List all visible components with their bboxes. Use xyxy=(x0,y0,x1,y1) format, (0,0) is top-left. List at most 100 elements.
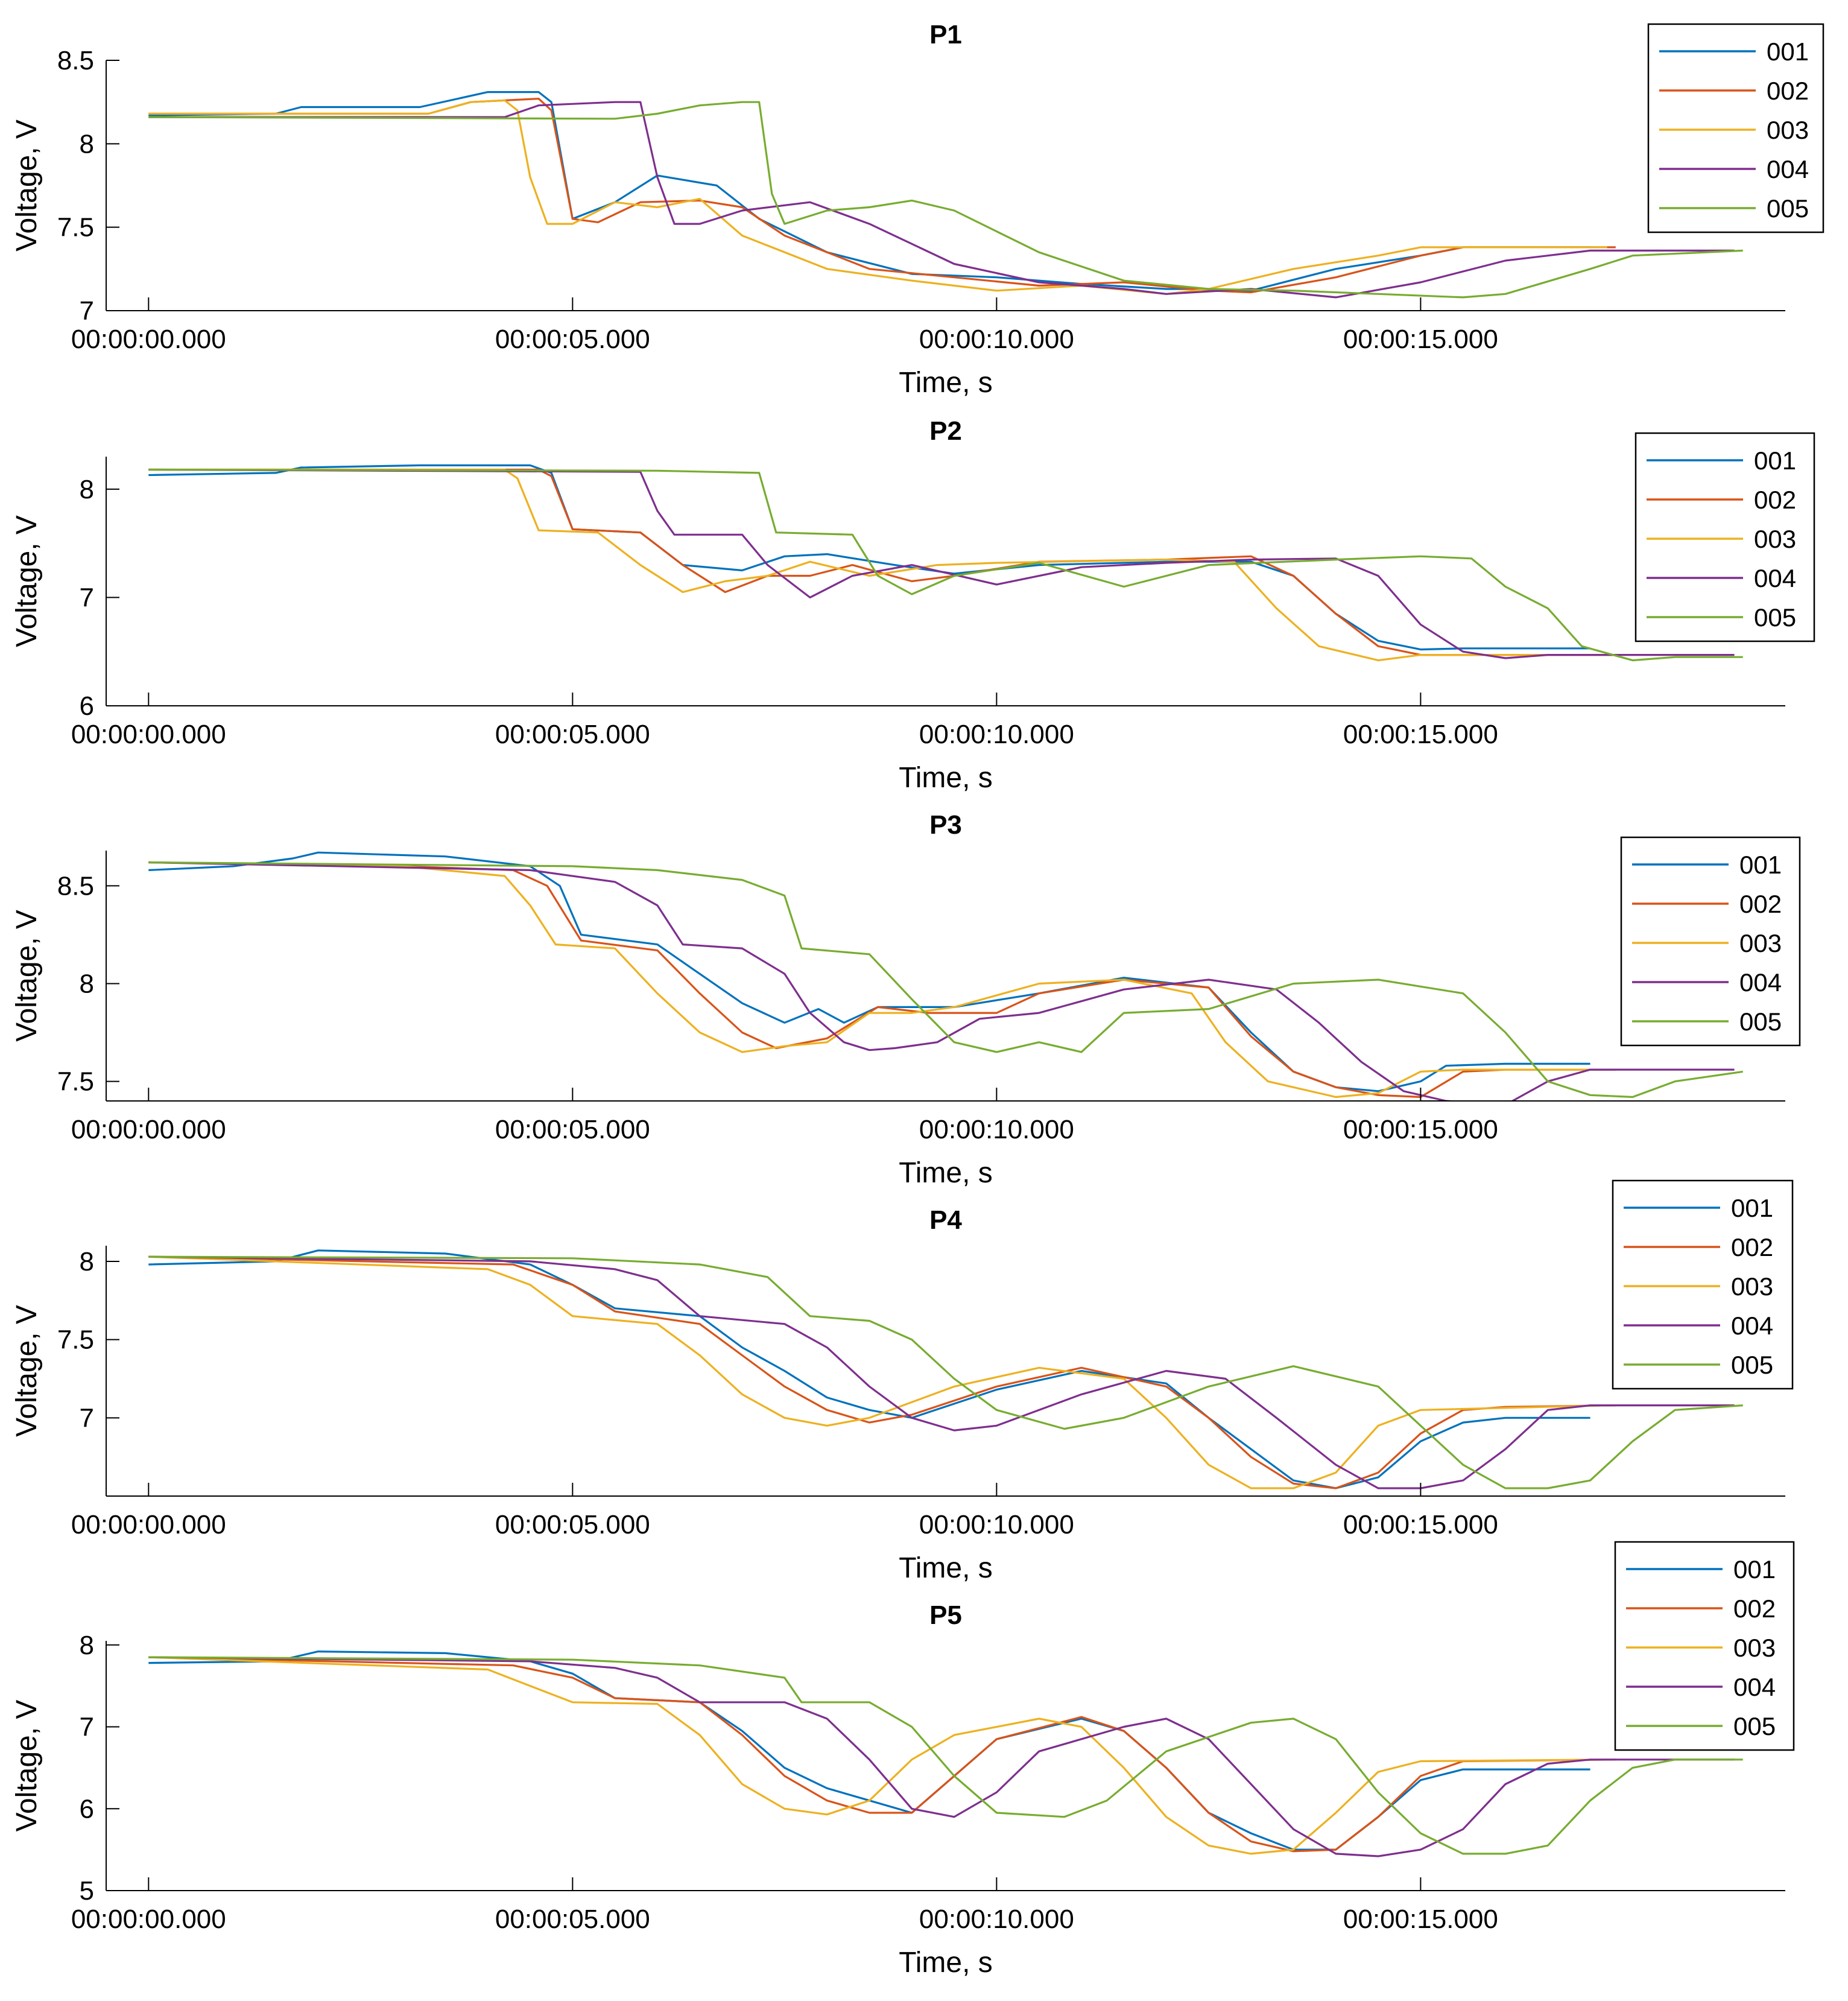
legend-label-004: 004 xyxy=(1767,155,1809,183)
series-line-001 xyxy=(148,851,1590,1092)
series-line-004 xyxy=(148,1255,1735,1489)
y-tick-label: 8.5 xyxy=(57,46,94,75)
x-tick-label: 00:00:05.000 xyxy=(495,720,650,749)
chart-panel-p1: P1 00:00:00.000 00:00:05.000 00:00:10.000 00… xyxy=(11,20,1824,399)
chart-title: P1 xyxy=(929,20,962,49)
x-tick-label: 00:00:00.000 xyxy=(71,1510,226,1540)
legend-label-005: 005 xyxy=(1733,1712,1776,1740)
chart-title: P2 xyxy=(929,416,962,446)
legend-label-003: 003 xyxy=(1767,116,1809,144)
x-tick-label: 00:00:00.000 xyxy=(71,1904,226,1934)
x-tick-label: 00:00:05.000 xyxy=(495,325,650,354)
series-line-004 xyxy=(148,468,1735,659)
x-tick-label: 00:00:00.000 xyxy=(71,720,226,749)
chart-title: P4 xyxy=(929,1205,962,1235)
series-line-005 xyxy=(148,1255,1743,1489)
series-lines xyxy=(148,1249,1743,1489)
series-line-003 xyxy=(148,1656,1607,1855)
series-line-005 xyxy=(148,1656,1743,1855)
x-tick-label: 00:00:10.000 xyxy=(919,1115,1074,1144)
y-axis-label: Voltage, V xyxy=(11,119,43,252)
legend-label-001: 001 xyxy=(1754,446,1796,475)
legend-label-004: 004 xyxy=(1731,1311,1773,1340)
legend-label-002: 002 xyxy=(1754,486,1796,514)
y-tick-label: 7 xyxy=(80,1713,94,1742)
x-tick-label: 00:00:00.000 xyxy=(71,325,226,354)
legend-label-001: 001 xyxy=(1733,1555,1776,1584)
legend-label-005: 005 xyxy=(1754,603,1796,632)
legend-box xyxy=(1612,1179,1794,1390)
series-lines xyxy=(148,851,1743,1101)
legend-label-001: 001 xyxy=(1739,851,1782,879)
chart-panel-p4: P4 00:00:00.000 00:00:05.000 00:00:10.000 00… xyxy=(11,1179,1794,1584)
x-axis-label: Time, s xyxy=(899,367,993,399)
x-tick-label: 00:00:15.000 xyxy=(1343,1904,1498,1934)
series-line-002 xyxy=(148,1255,1616,1489)
legend-label-004: 004 xyxy=(1754,564,1796,592)
series-lines xyxy=(148,464,1743,662)
series-line-004 xyxy=(148,1656,1735,1857)
y-axis-label: Voltage, V xyxy=(11,910,43,1042)
legend-box xyxy=(1620,836,1801,1047)
y-axis-label: Voltage, V xyxy=(11,1700,43,1832)
legend-label-003: 003 xyxy=(1754,525,1796,553)
chart-panel-p3: P3 00:00:00.000 00:00:05.000 00:00:10.000 00… xyxy=(11,810,1801,1189)
x-tick-label: 00:00:00.000 xyxy=(71,1115,226,1144)
chart-title: P3 xyxy=(929,810,962,840)
series-line-005 xyxy=(148,101,1743,299)
x-tick-label: 00:00:05.000 xyxy=(495,1510,650,1540)
series-line-002 xyxy=(148,98,1616,294)
y-tick-label: 7 xyxy=(80,1403,94,1433)
series-line-001 xyxy=(148,464,1590,651)
series-line-002 xyxy=(148,1656,1616,1853)
legend-label-004: 004 xyxy=(1733,1673,1776,1701)
y-tick-label: 7.5 xyxy=(57,1325,94,1355)
x-tick-label: 00:00:05.000 xyxy=(495,1904,650,1934)
y-tick-label: 8 xyxy=(80,1247,94,1276)
y-tick-label: 8 xyxy=(80,969,94,998)
x-axis-label: Time, s xyxy=(899,762,993,794)
series-line-002 xyxy=(148,861,1616,1099)
legend-label-001: 001 xyxy=(1731,1194,1773,1222)
series-line-004 xyxy=(148,861,1735,1101)
series-line-001 xyxy=(148,1249,1590,1489)
series-lines xyxy=(148,1651,1743,1857)
legend-box xyxy=(1647,23,1824,233)
legend-label-005: 005 xyxy=(1767,194,1809,223)
series-line-003 xyxy=(148,468,1607,662)
y-tick-label: 7 xyxy=(80,583,94,612)
series-lines xyxy=(148,91,1743,299)
y-tick-label: 6 xyxy=(80,691,94,721)
legend: 001 002 003 004 005 xyxy=(1612,1179,1794,1390)
x-tick-label: 00:00:15.000 xyxy=(1343,1115,1498,1144)
y-tick-label: 7 xyxy=(80,296,94,326)
chart-panel-p5: P5 00:00:00.000 00:00:05.000 00:00:10.000 00… xyxy=(11,1541,1795,1979)
legend-box xyxy=(1634,432,1815,642)
y-tick-label: 8 xyxy=(80,129,94,159)
legend-label-002: 002 xyxy=(1733,1594,1776,1623)
y-tick-label: 8 xyxy=(80,475,94,504)
legend-label-003: 003 xyxy=(1739,929,1782,957)
y-tick-label: 7.5 xyxy=(57,213,94,243)
x-axis-label: Time, s xyxy=(899,1947,993,1979)
legend-label-002: 002 xyxy=(1739,890,1782,918)
y-axis-label: Voltage, V xyxy=(11,515,43,647)
x-tick-label: 00:00:15.000 xyxy=(1343,325,1498,354)
legend-box xyxy=(1614,1541,1795,1751)
y-tick-label: 6 xyxy=(80,1794,94,1824)
series-line-003 xyxy=(148,1255,1607,1489)
legend-label-003: 003 xyxy=(1731,1272,1773,1301)
series-line-005 xyxy=(148,468,1743,662)
series-line-003 xyxy=(148,861,1607,1099)
y-tick-label: 8.5 xyxy=(57,871,94,901)
chart-panel-p2: P2 00:00:00.000 00:00:05.000 00:00:10.000 00… xyxy=(11,416,1815,794)
legend-label-002: 002 xyxy=(1731,1233,1773,1261)
x-tick-label: 00:00:10.000 xyxy=(919,325,1074,354)
x-tick-label: 00:00:10.000 xyxy=(919,1510,1074,1540)
x-tick-label: 00:00:10.000 xyxy=(919,720,1074,749)
legend-label-001: 001 xyxy=(1767,37,1809,66)
series-line-005 xyxy=(148,861,1743,1099)
x-tick-label: 00:00:10.000 xyxy=(919,1904,1074,1934)
x-tick-label: 00:00:15.000 xyxy=(1343,720,1498,749)
